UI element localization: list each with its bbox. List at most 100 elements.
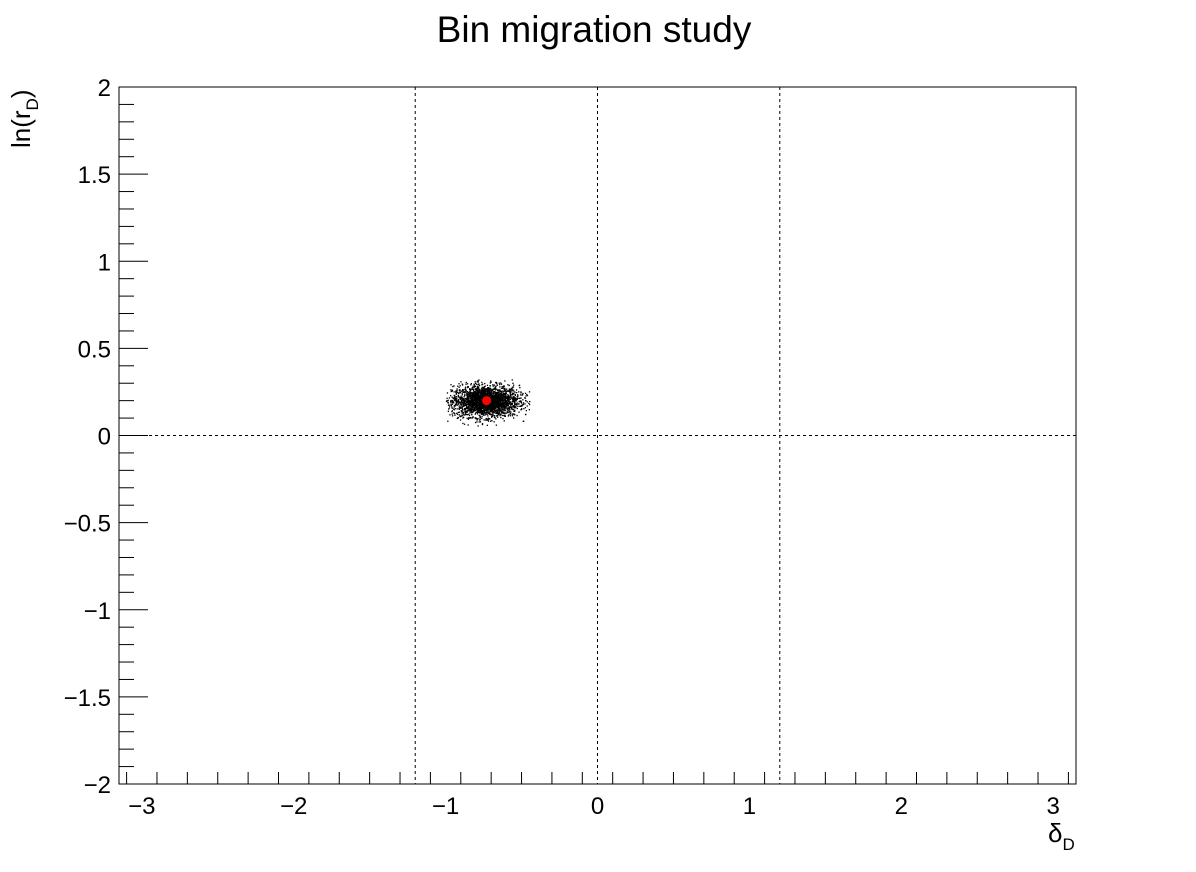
- cloud-point: [504, 397, 506, 399]
- cloud-point: [478, 392, 480, 394]
- cloud-point: [451, 410, 453, 412]
- cloud-point: [500, 399, 503, 402]
- cloud-point: [496, 402, 499, 404]
- cloud-point: [500, 383, 503, 385]
- cloud-point: [471, 387, 473, 389]
- cloud-point: [451, 407, 453, 409]
- cloud-point: [481, 414, 483, 416]
- cloud-point: [471, 407, 473, 409]
- cloud-point: [507, 395, 509, 397]
- cloud-point: [495, 412, 498, 414]
- cloud-point: [451, 411, 453, 413]
- cloud-point: [462, 411, 464, 413]
- cloud-point: [523, 408, 525, 410]
- cloud-point: [491, 389, 493, 392]
- cloud-point: [448, 408, 450, 410]
- cloud-point: [488, 390, 490, 392]
- cloud-point: [447, 420, 449, 422]
- cloud-point: [475, 408, 477, 411]
- cloud-point: [467, 392, 470, 394]
- cloud-point: [481, 393, 483, 395]
- cloud-point: [474, 391, 476, 393]
- cloud-point: [454, 405, 456, 407]
- cloud-point: [480, 413, 482, 415]
- cloud-point: [507, 405, 509, 407]
- cloud-point: [479, 406, 481, 408]
- cloud-point: [492, 408, 494, 411]
- cloud-point: [492, 395, 494, 397]
- cloud-point: [469, 417, 471, 419]
- cloud-point: [511, 396, 513, 398]
- cloud-point: [513, 410, 515, 412]
- cloud-point: [484, 388, 486, 391]
- cloud-point: [460, 381, 462, 383]
- cloud-point: [517, 394, 519, 396]
- cloud-point: [471, 408, 473, 411]
- cloud-point: [513, 413, 515, 415]
- cloud-point: [489, 389, 491, 391]
- cloud-point: [459, 402, 462, 404]
- cloud-point: [500, 410, 502, 412]
- cloud-point: [481, 416, 483, 418]
- cloud-point: [507, 394, 509, 396]
- cloud-point: [477, 394, 479, 396]
- y-tick-label: −0.5: [64, 511, 111, 538]
- cloud-point: [460, 403, 462, 405]
- cloud-point: [450, 384, 452, 386]
- cloud-point: [479, 405, 481, 407]
- cloud-point: [490, 402, 492, 404]
- cloud-point: [508, 384, 510, 387]
- cloud-point: [490, 413, 492, 415]
- cloud-point: [470, 410, 472, 412]
- cloud-point: [495, 404, 497, 406]
- cloud-point: [513, 408, 515, 411]
- cloud-point: [463, 423, 466, 425]
- cloud-point: [517, 405, 519, 408]
- cloud-point: [464, 397, 466, 400]
- cloud-point: [526, 393, 528, 396]
- cloud-point: [476, 390, 478, 392]
- cloud-point: [485, 394, 488, 397]
- cloud-point: [502, 392, 504, 394]
- cloud-point: [518, 403, 520, 405]
- cloud-point: [512, 382, 514, 384]
- cloud-point: [528, 391, 531, 393]
- cloud-point: [461, 411, 463, 413]
- cloud-point: [502, 409, 504, 411]
- cloud-point: [499, 411, 501, 413]
- cloud-point: [503, 385, 505, 387]
- cloud-point: [478, 383, 480, 385]
- cloud-point: [510, 393, 512, 396]
- cloud-point: [502, 403, 504, 405]
- cloud-point: [507, 407, 510, 409]
- cloud-point: [464, 403, 466, 405]
- cloud-point: [498, 409, 500, 411]
- cloud-point: [511, 386, 514, 388]
- cloud-point: [481, 402, 483, 404]
- cloud-point: [474, 406, 476, 409]
- cloud-point: [507, 400, 509, 402]
- cloud-point: [478, 398, 481, 400]
- cloud-point: [493, 399, 495, 401]
- cloud-point: [470, 400, 473, 403]
- cloud-point: [514, 394, 516, 397]
- cloud-point: [507, 401, 509, 403]
- cloud-point: [496, 411, 498, 413]
- cloud-point: [487, 390, 490, 392]
- cloud-point: [466, 417, 468, 419]
- cloud-point: [514, 397, 516, 399]
- cloud-point: [483, 405, 485, 407]
- cloud-point: [500, 406, 503, 408]
- cloud-point: [506, 397, 508, 399]
- cloud-point: [480, 404, 482, 406]
- cloud-point: [493, 421, 495, 423]
- cloud-point: [476, 387, 478, 389]
- cloud-point: [498, 406, 500, 408]
- cloud-point: [478, 386, 480, 388]
- cloud-point: [484, 390, 486, 392]
- cloud-point: [484, 419, 487, 421]
- cloud-point: [469, 410, 471, 412]
- cloud-point: [506, 407, 509, 410]
- cloud-point: [460, 402, 462, 404]
- cloud-point: [454, 398, 456, 400]
